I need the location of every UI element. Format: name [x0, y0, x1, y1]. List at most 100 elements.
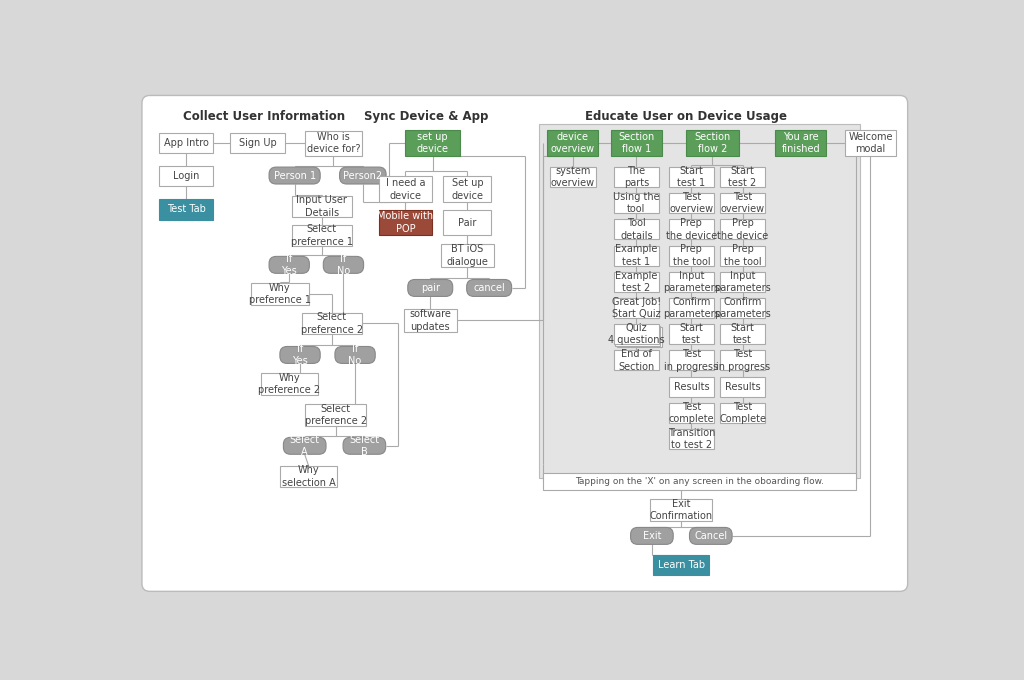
Text: Tapping on the 'X' on any screen in the oboarding flow.: Tapping on the 'X' on any screen in the … [574, 477, 823, 486]
Text: You are
finished: You are finished [781, 132, 820, 154]
FancyBboxPatch shape [615, 326, 660, 345]
FancyBboxPatch shape [720, 324, 765, 344]
FancyBboxPatch shape [379, 210, 432, 235]
FancyBboxPatch shape [669, 193, 714, 214]
FancyBboxPatch shape [539, 124, 860, 478]
Text: Great Job!
Start Quiz: Great Job! Start Quiz [611, 296, 660, 319]
FancyBboxPatch shape [260, 373, 317, 395]
Text: software
updates: software updates [410, 309, 452, 332]
Text: Cancel: Cancel [694, 531, 727, 541]
FancyBboxPatch shape [614, 220, 658, 239]
FancyBboxPatch shape [467, 279, 512, 296]
FancyBboxPatch shape [159, 133, 213, 153]
Text: Tool
details: Tool details [621, 218, 652, 241]
FancyBboxPatch shape [775, 130, 826, 156]
FancyBboxPatch shape [404, 130, 461, 156]
FancyBboxPatch shape [443, 176, 492, 203]
Text: set up
device: set up device [417, 132, 449, 154]
FancyBboxPatch shape [689, 528, 732, 545]
Text: device
overview: device overview [551, 132, 595, 154]
FancyBboxPatch shape [550, 167, 596, 187]
FancyBboxPatch shape [669, 429, 714, 449]
Text: cancel: cancel [473, 283, 505, 293]
Text: BT iOS
dialogue: BT iOS dialogue [446, 244, 488, 267]
Text: If
Yes: If Yes [292, 344, 308, 366]
Text: If
No: If No [337, 254, 350, 276]
FancyBboxPatch shape [343, 437, 386, 454]
FancyBboxPatch shape [614, 245, 658, 266]
Text: Learn Tab: Learn Tab [657, 560, 705, 570]
FancyBboxPatch shape [443, 210, 492, 235]
FancyBboxPatch shape [614, 298, 658, 318]
FancyBboxPatch shape [669, 245, 714, 266]
Text: Person2: Person2 [343, 171, 382, 181]
Text: Transition
to test 2: Transition to test 2 [668, 428, 715, 450]
FancyBboxPatch shape [653, 555, 710, 575]
FancyBboxPatch shape [441, 244, 494, 267]
FancyBboxPatch shape [669, 403, 714, 423]
Text: Start
test 2: Start test 2 [728, 166, 757, 188]
Text: If
No: If No [348, 344, 361, 366]
Text: Input User
Details: Input User Details [296, 195, 347, 218]
FancyBboxPatch shape [617, 327, 662, 347]
Text: Prep
the tool: Prep the tool [724, 244, 762, 267]
Text: App Intro: App Intro [164, 138, 209, 148]
Text: Confirm
parameters: Confirm parameters [664, 296, 720, 319]
Text: Confirm
parameters: Confirm parameters [714, 296, 771, 319]
Text: Why
preference 1: Why preference 1 [249, 283, 311, 305]
FancyBboxPatch shape [614, 324, 658, 344]
FancyBboxPatch shape [543, 473, 856, 490]
FancyBboxPatch shape [284, 437, 326, 454]
Text: Educate User on Device Usage: Educate User on Device Usage [585, 109, 787, 123]
Text: Results: Results [725, 381, 761, 392]
FancyBboxPatch shape [669, 350, 714, 371]
FancyBboxPatch shape [845, 130, 896, 156]
FancyBboxPatch shape [720, 272, 765, 292]
FancyBboxPatch shape [159, 165, 213, 186]
FancyBboxPatch shape [403, 309, 457, 332]
Text: The
parts: The parts [624, 166, 649, 188]
FancyBboxPatch shape [631, 528, 673, 545]
Text: Input
parameters: Input parameters [664, 271, 720, 293]
Text: Why
preference 2: Why preference 2 [258, 373, 321, 395]
Text: Mobile with
POP: Mobile with POP [378, 211, 433, 234]
FancyBboxPatch shape [159, 199, 213, 220]
FancyBboxPatch shape [142, 95, 907, 592]
Text: I need a
device: I need a device [386, 178, 425, 201]
Text: Collect User Information: Collect User Information [182, 109, 345, 123]
FancyBboxPatch shape [720, 167, 765, 187]
FancyBboxPatch shape [669, 220, 714, 239]
Text: Start
test: Start test [680, 323, 703, 345]
FancyBboxPatch shape [340, 167, 386, 184]
Text: Exit
Confirmation: Exit Confirmation [650, 498, 713, 521]
Text: Test
in progress: Test in progress [665, 349, 719, 371]
FancyBboxPatch shape [720, 350, 765, 371]
FancyBboxPatch shape [614, 193, 658, 214]
Text: Who is
device for?: Who is device for? [306, 132, 360, 154]
Text: Test
overview: Test overview [670, 192, 714, 214]
Text: Sign Up: Sign Up [239, 138, 276, 148]
FancyBboxPatch shape [547, 130, 598, 156]
FancyBboxPatch shape [614, 272, 658, 292]
Text: Welcome
modal: Welcome modal [848, 132, 893, 154]
Text: Quiz
4 questions: Quiz 4 questions [608, 323, 665, 345]
Text: Example
test 2: Example test 2 [615, 271, 657, 293]
Text: Prep
the device: Prep the device [717, 218, 768, 241]
FancyBboxPatch shape [614, 350, 658, 371]
FancyBboxPatch shape [614, 167, 658, 187]
FancyBboxPatch shape [720, 377, 765, 396]
FancyBboxPatch shape [292, 225, 352, 246]
Text: Select
preference 2: Select preference 2 [304, 404, 367, 426]
Text: End of
Section: End of Section [618, 349, 654, 371]
Text: Test
complete: Test complete [669, 401, 714, 424]
Text: Select
preference 1: Select preference 1 [291, 224, 352, 247]
Text: Set up
device: Set up device [452, 178, 483, 201]
FancyBboxPatch shape [669, 377, 714, 396]
FancyBboxPatch shape [292, 196, 352, 217]
Text: Select
B: Select B [349, 435, 380, 457]
Text: Select
A: Select A [290, 435, 319, 457]
FancyBboxPatch shape [650, 499, 713, 520]
Text: Pair: Pair [459, 218, 476, 228]
Text: Results: Results [674, 381, 710, 392]
Text: Input
parameters: Input parameters [714, 271, 771, 293]
